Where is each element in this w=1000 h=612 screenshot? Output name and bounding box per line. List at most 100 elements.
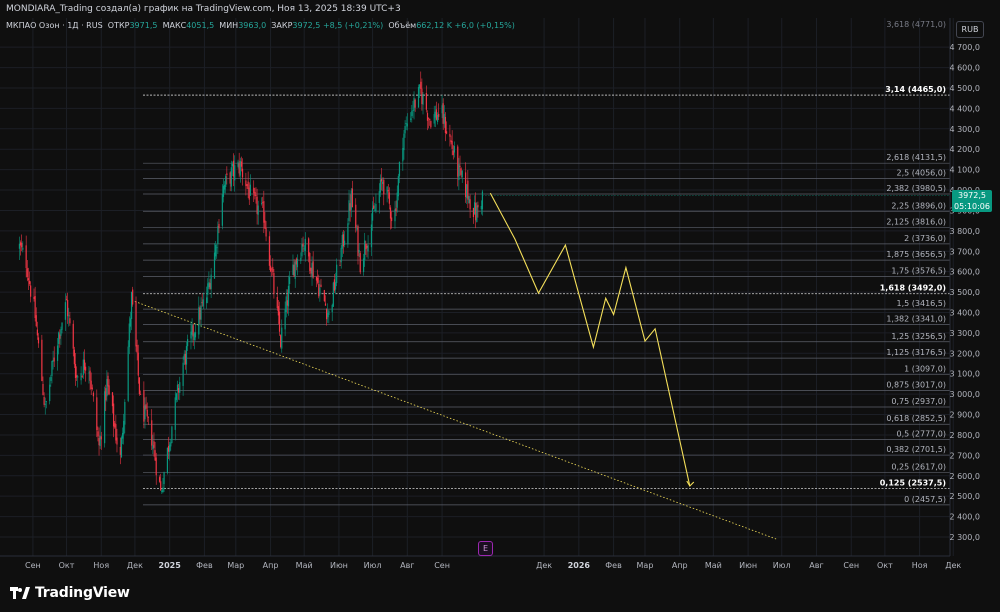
x-tick-label: Май: [705, 561, 722, 570]
candle-body: [18, 243, 21, 249]
currency-button[interactable]: RUB: [956, 21, 984, 38]
y-tick-label: 4 700,0: [949, 43, 980, 52]
candle-body: [42, 383, 44, 396]
candle-body: [481, 191, 484, 210]
candle-body: [231, 163, 234, 167]
candle-body: [436, 114, 439, 122]
candle-body: [25, 245, 27, 268]
candle-body: [422, 94, 424, 105]
candle-body: [300, 257, 302, 262]
candle-body: [387, 189, 389, 192]
candle-body: [326, 309, 328, 320]
candle-body: [334, 282, 337, 290]
candle-body: [174, 397, 176, 430]
symbol-name[interactable]: МКПАО Озон · 1Д · RUS: [6, 21, 103, 30]
candle-body: [350, 190, 352, 210]
candle-body: [37, 337, 40, 344]
top-fib-label: 3,618 (4771,0): [886, 20, 946, 29]
fib-label: 0,125 (2537,5): [880, 479, 946, 488]
candle-body: [53, 357, 55, 362]
candle-body: [412, 110, 414, 112]
attribution-bar: MONDIARA_Trading создал(а) график на Tra…: [0, 0, 1000, 18]
candle-body: [51, 360, 53, 377]
candle-body: [296, 258, 299, 268]
candle-body: [225, 176, 227, 187]
high-value: 4051,5: [186, 21, 215, 30]
candle-body: [249, 184, 251, 196]
candle-body: [155, 457, 157, 476]
candle-body: [139, 394, 142, 395]
x-tick-label: Апр: [263, 561, 279, 570]
candle-body: [137, 352, 139, 376]
candle-body: [223, 184, 226, 190]
x-tick-label: Мар: [637, 561, 654, 570]
candle-body: [292, 264, 294, 275]
candle-body: [151, 420, 153, 446]
candle-body: [391, 217, 393, 222]
candle-body: [341, 234, 343, 249]
close-value: 3972,5: [292, 21, 321, 30]
candle-body: [273, 272, 275, 294]
candle-body: [253, 187, 255, 194]
y-tick-label: 3 100,0: [949, 370, 980, 379]
candle-body: [81, 376, 83, 377]
fib-levels[interactable]: 3,14 (4465,0) 2,618 (4131,5) 2,5 (4056,0) 2…: [143, 85, 950, 506]
candle-body: [475, 202, 477, 221]
candle-body: [351, 188, 353, 208]
candle-body: [56, 345, 59, 361]
candle-body: [45, 401, 47, 403]
candle-body: [364, 240, 366, 261]
candle-body: [28, 280, 31, 284]
fib-label: 1,382 (3341,0): [886, 315, 946, 324]
candle-body: [234, 165, 236, 181]
candle-body: [175, 393, 177, 400]
candle-body: [64, 302, 67, 320]
volume-value: 662,12 K: [416, 21, 452, 30]
fib-label: 2 (3736,0): [904, 234, 946, 243]
candle-body: [293, 264, 295, 277]
candle-body: [171, 426, 173, 443]
tradingview-logo[interactable]: TradingView: [10, 585, 130, 601]
price-axis[interactable]: 2 300,0 2 400,0 2 500,0 2 600,0 2 700,0 2 800…: [949, 43, 980, 542]
candle-body: [160, 481, 162, 491]
y-tick-label: 2 900,0: [949, 411, 980, 420]
candle-body: [449, 133, 451, 137]
candle-body: [348, 200, 350, 221]
candle-body: [414, 99, 416, 108]
candle-body: [359, 253, 361, 273]
candle-body: [285, 296, 287, 313]
candle-body: [106, 379, 108, 397]
candle-body: [119, 446, 121, 455]
x-tick-label: Дек: [945, 561, 961, 570]
footer: [0, 572, 1000, 612]
candle-body: [206, 297, 208, 304]
trendline[interactable]: [131, 299, 777, 540]
candle-body: [465, 172, 467, 198]
candle-body: [105, 388, 107, 401]
earnings-badge[interactable]: E: [478, 541, 493, 556]
candle-body: [379, 179, 382, 193]
candle-body: [343, 240, 346, 246]
candle-body: [67, 299, 69, 317]
fib-label: 1 (3097,0): [904, 364, 946, 373]
candle-body: [419, 84, 421, 89]
candle-body: [21, 242, 23, 248]
candle-body: [169, 444, 171, 452]
candle-body: [19, 242, 22, 246]
high-label: МАКС: [162, 21, 187, 30]
candle-body: [383, 179, 385, 195]
candle-body: [36, 329, 38, 336]
candle-body: [398, 161, 401, 177]
projection-path[interactable]: [489, 192, 695, 487]
candle-body: [450, 140, 452, 143]
fib-label: 0,382 (2701,5): [886, 445, 946, 454]
candle-body: [468, 196, 470, 204]
y-tick-label: 4 500,0: [949, 84, 980, 93]
x-tick-label: 2026: [568, 561, 591, 570]
x-tick-label: Июл: [773, 561, 791, 570]
time-axis[interactable]: Сен Окт Ноя Дек 2025 Фев Мар Апр Май Июн Июл Авг Сен…: [25, 561, 961, 570]
fib-label: 0,618 (2852,5): [886, 414, 946, 423]
candle-body: [374, 209, 376, 211]
